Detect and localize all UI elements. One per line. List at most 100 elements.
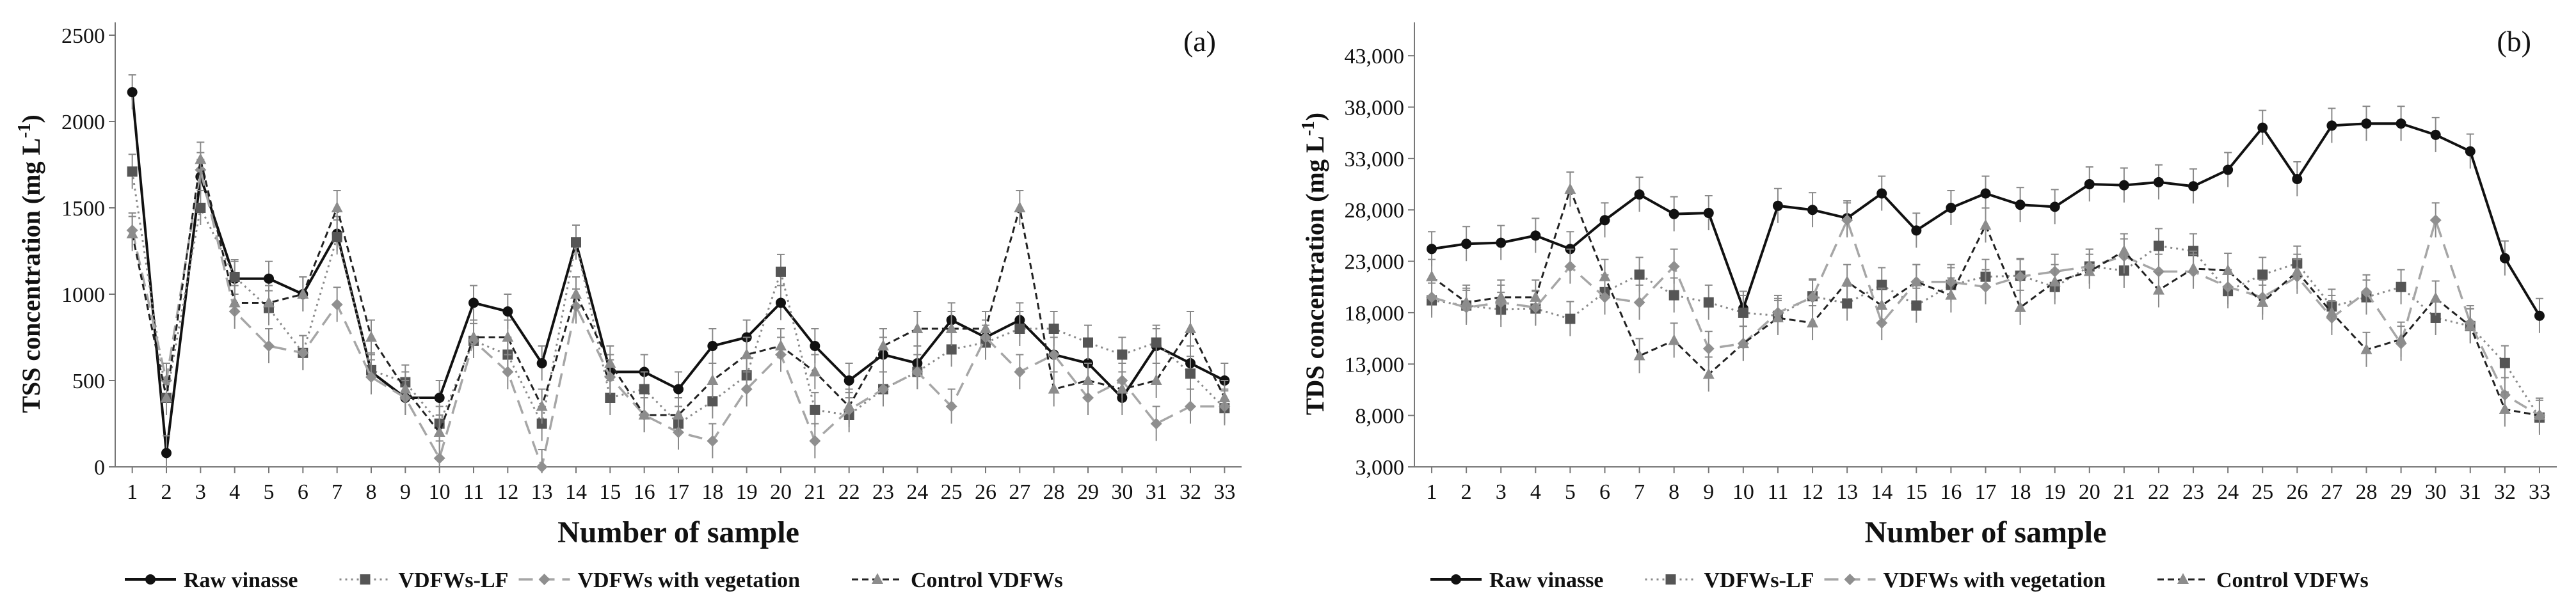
x-tick-label: 25: [941, 480, 963, 504]
x-tick-label: 17: [1975, 480, 1997, 504]
panel-label: (b): [2497, 25, 2531, 58]
legend-marker: [538, 574, 550, 585]
data-point: [844, 375, 854, 386]
data-point: [1565, 313, 1576, 324]
x-tick-label: 21: [804, 480, 826, 504]
x-tick-label: 11: [463, 480, 484, 504]
data-point: [1702, 343, 1715, 355]
data-point: [2499, 403, 2511, 414]
data-point: [2429, 292, 2442, 303]
y-tick-label: 1000: [61, 283, 105, 307]
data-point: [1427, 244, 1437, 255]
data-point: [2118, 180, 2129, 191]
data-point: [1668, 290, 1679, 301]
data-point: [161, 448, 172, 459]
data-point: [946, 344, 957, 355]
data-point: [1842, 298, 1853, 309]
series-control-vdfws: [126, 141, 1231, 450]
data-point: [2188, 262, 2200, 273]
x-tick-label: 10: [429, 480, 451, 504]
data-point: [1703, 208, 1714, 219]
data-point: [776, 297, 786, 308]
data-point: [1807, 317, 1819, 327]
legend-label: Raw vinasse: [1489, 569, 1604, 592]
data-point: [1910, 275, 1923, 287]
data-point: [536, 400, 548, 411]
data-point: [502, 331, 514, 342]
data-point: [2257, 295, 2269, 307]
data-point: [1980, 281, 1992, 293]
x-tick-label: 9: [400, 480, 411, 504]
x-tick-label: 30: [2425, 480, 2447, 504]
data-point: [263, 296, 275, 308]
panel-label: (a): [1183, 25, 1216, 58]
data-point: [1014, 324, 1025, 334]
data-point: [502, 306, 513, 317]
legend-label: Control VDFWs: [911, 569, 1063, 592]
x-tick-label: 24: [906, 480, 928, 504]
x-tick-label: 8: [1668, 480, 1679, 504]
data-point: [2326, 120, 2337, 131]
data-point: [1876, 299, 1888, 310]
data-point: [673, 409, 684, 420]
x-tick-label: 16: [634, 480, 655, 504]
series-raw-vinasse: [1427, 106, 2545, 333]
y-axis-title: TSS concentration (mg L-1): [15, 114, 46, 413]
data-point: [2291, 265, 2303, 276]
data-point: [468, 297, 479, 308]
x-tick-label: 12: [1802, 480, 1823, 504]
data-point: [1737, 337, 1749, 349]
data-point: [2499, 358, 2510, 368]
data-point: [810, 341, 820, 351]
x-tick-label: 20: [2079, 480, 2100, 504]
data-point: [605, 393, 616, 403]
data-point: [809, 365, 821, 377]
data-point: [1599, 270, 1611, 281]
x-tick-label: 7: [332, 480, 342, 504]
x-tick-label: 13: [531, 480, 553, 504]
x-tick-label: 24: [2217, 480, 2239, 504]
data-point: [1634, 189, 1645, 200]
data-point: [775, 340, 787, 350]
data-point: [433, 452, 445, 464]
x-tick-label: 31: [1146, 480, 1167, 504]
data-point: [2083, 265, 2095, 276]
data-point: [1530, 290, 1542, 302]
x-tick-label: 29: [2390, 480, 2412, 504]
data-point: [1185, 368, 1196, 379]
x-tick-label: 3: [195, 480, 206, 504]
y-tick-label: 18,000: [1345, 302, 1405, 326]
data-point: [2396, 118, 2406, 129]
legend-label: VDFWs with vegetation: [1884, 569, 2106, 592]
data-point: [264, 273, 274, 284]
x-tick-label: 31: [2460, 480, 2481, 504]
data-point: [1460, 295, 1473, 307]
data-point: [638, 409, 650, 420]
data-point: [980, 322, 991, 333]
data-point: [740, 383, 753, 395]
data-point: [2153, 177, 2164, 187]
data-point: [945, 322, 957, 333]
data-point: [2014, 271, 2026, 283]
data-point: [2188, 181, 2199, 192]
x-tick-label: 19: [736, 480, 758, 504]
x-tick-label: 10: [1732, 480, 1754, 504]
data-point: [1564, 260, 1576, 272]
legend-label: Raw vinasse: [184, 569, 298, 592]
x-tick-label: 2: [161, 480, 172, 504]
data-point: [1082, 374, 1094, 385]
x-tick-label: 33: [2529, 480, 2550, 504]
data-point: [776, 266, 786, 277]
legend-marker: [1665, 574, 1676, 585]
data-point: [127, 87, 138, 98]
data-point: [877, 383, 889, 395]
legend: Raw vinasse VDFWs-LF VDFWs with vegetation…: [125, 569, 1063, 592]
series-line: [131, 158, 1226, 434]
legend-label: VDFWs-LF: [1704, 569, 1814, 592]
y-tick-label: 500: [72, 370, 105, 393]
data-point: [1703, 297, 1714, 308]
data-point: [2360, 286, 2372, 298]
data-point: [1150, 418, 1162, 430]
data-point: [1185, 322, 1196, 333]
data-point: [2360, 343, 2372, 354]
